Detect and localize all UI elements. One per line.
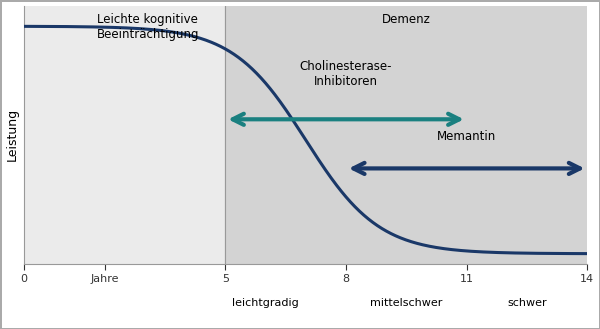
Text: Demenz: Demenz (382, 13, 431, 26)
Y-axis label: Leistung: Leistung (5, 108, 19, 161)
Bar (225, 6, 587, 264)
Text: mittelschwer: mittelschwer (370, 298, 443, 308)
Text: schwer: schwer (507, 298, 547, 308)
Text: Cholinesterase-
Inhibitoren: Cholinesterase- Inhibitoren (300, 60, 392, 88)
Bar (24, 6, 225, 264)
Text: Memantin: Memantin (437, 130, 496, 142)
Text: leichtgradig: leichtgradig (232, 298, 299, 308)
Text: Leichte kognitive
Beeinträchtigung: Leichte kognitive Beeinträchtigung (97, 13, 199, 41)
